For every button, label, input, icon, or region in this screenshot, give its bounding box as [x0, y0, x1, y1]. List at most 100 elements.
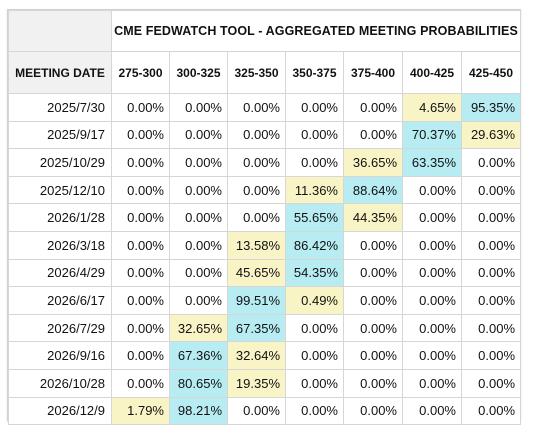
rate-range-header: 350-375 — [285, 51, 344, 94]
probability-cell: 0.49% — [285, 286, 344, 315]
probability-cell: 0.00% — [285, 396, 344, 426]
probability-cell: 0.00% — [460, 368, 522, 398]
probability-cell: 0.00% — [169, 175, 228, 205]
probability-cell: 0.00% — [285, 93, 344, 122]
probability-cell: 0.00% — [227, 396, 286, 426]
table-body: 2025/7/30 0.00% 0.00% 0.00% 0.00% 0.00% 4.65% 9… — [8, 93, 522, 426]
probability-cell: 0.00% — [460, 341, 522, 370]
meeting-date-cell: 2026/10/28 — [8, 368, 112, 398]
probability-cell: 0.00% — [111, 203, 170, 232]
probability-cell: 95.35% — [460, 93, 522, 122]
probability-cell: 0.00% — [343, 258, 403, 288]
probability-cell: 55.65% — [285, 203, 344, 232]
meeting-date-cell: 2026/6/17 — [8, 286, 112, 315]
probability-cell: 0.00% — [402, 230, 462, 260]
meeting-date-cell: 2026/12/9 — [8, 396, 112, 426]
probability-cell: 0.00% — [111, 258, 170, 288]
probability-cell: 0.00% — [343, 341, 403, 370]
probability-cell: 63.35% — [402, 148, 462, 177]
probability-cell: 98.21% — [169, 396, 228, 426]
table-corner — [8, 10, 112, 52]
meeting-date-cell: 2025/12/10 — [8, 175, 112, 205]
probability-cell: 0.00% — [227, 175, 286, 205]
probability-cell: 0.00% — [402, 175, 462, 205]
rate-range-header: 400-425 — [402, 51, 462, 94]
probability-cell: 0.00% — [227, 93, 286, 122]
table-row: 2026/3/18 0.00% 0.00% 13.58% 86.42% 0.00% 0.00… — [8, 230, 522, 260]
probability-cell: 0.00% — [460, 148, 522, 177]
probability-cell: 67.36% — [169, 341, 228, 370]
probability-cell: 99.51% — [227, 286, 286, 315]
table-row: 2026/1/28 0.00% 0.00% 0.00% 55.65% 44.35% 0.00… — [8, 203, 522, 232]
probability-cell: 0.00% — [402, 341, 462, 370]
probability-cell: 0.00% — [169, 148, 228, 177]
table-row: 2025/7/30 0.00% 0.00% 0.00% 0.00% 0.00% 4.65% 9… — [8, 93, 522, 122]
probability-cell: 0.00% — [285, 120, 344, 150]
fedwatch-table-panel: CME FEDWATCH TOOL - AGGREGATED MEETING P… — [7, 9, 522, 426]
meeting-date-cell: 2026/4/29 — [8, 258, 112, 288]
meeting-date-cell: 2025/7/30 — [8, 93, 112, 122]
table-title: CME FEDWATCH TOOL - AGGREGATED MEETING P… — [110, 10, 522, 52]
probability-cell: 0.00% — [169, 93, 228, 122]
rate-range-header: 300-325 — [169, 51, 228, 94]
probability-cell: 0.00% — [111, 120, 170, 150]
table-row: 2026/7/29 0.00% 32.65% 67.35% 0.00% 0.00% 0.00… — [8, 313, 522, 343]
probability-cell: 0.00% — [111, 341, 170, 370]
probability-cell: 0.00% — [460, 203, 522, 232]
table-row: 2026/4/29 0.00% 0.00% 45.65% 54.35% 0.00% 0.00… — [8, 258, 522, 288]
column-header-row: MEETING DATE 275-300 300-325 325-350 350-37… — [8, 51, 522, 94]
probability-cell: 0.00% — [169, 258, 228, 288]
probability-cell: 0.00% — [285, 341, 344, 370]
probability-table: CME FEDWATCH TOOL - AGGREGATED MEETING P… — [8, 10, 522, 426]
probability-cell: 32.64% — [227, 341, 286, 370]
table-row: 2026/12/9 1.79% 98.21% 0.00% 0.00% 0.00% 0.00%… — [8, 396, 522, 426]
probability-cell: 0.00% — [227, 148, 286, 177]
probability-cell: 0.00% — [285, 313, 344, 343]
probability-cell: 0.00% — [343, 230, 403, 260]
probability-cell: 54.35% — [285, 258, 344, 288]
rate-range-header: 425-450 — [460, 51, 522, 94]
meeting-date-cell: 2026/3/18 — [8, 230, 112, 260]
probability-cell: 0.00% — [343, 120, 403, 150]
probability-cell: 13.58% — [227, 230, 286, 260]
table-row: 2025/12/10 0.00% 0.00% 0.00% 11.36% 88.64% 0.0… — [8, 175, 522, 205]
probability-cell: 0.00% — [169, 286, 228, 315]
probability-cell: 36.65% — [343, 148, 403, 177]
probability-cell: 4.65% — [402, 93, 462, 122]
probability-cell: 80.65% — [169, 368, 228, 398]
probability-cell: 0.00% — [460, 230, 522, 260]
probability-cell: 0.00% — [460, 258, 522, 288]
probability-cell: 0.00% — [343, 313, 403, 343]
rate-range-header: 375-400 — [343, 51, 403, 94]
probability-cell: 32.65% — [169, 313, 228, 343]
probability-cell: 0.00% — [111, 230, 170, 260]
probability-cell: 0.00% — [343, 93, 403, 122]
meeting-date-cell: 2025/9/17 — [8, 120, 112, 150]
meeting-date-cell: 2026/1/28 — [8, 203, 112, 232]
meeting-date-cell: 2025/10/29 — [8, 148, 112, 177]
rate-range-header: 275-300 — [111, 51, 170, 94]
meeting-date-cell: 2026/9/16 — [8, 341, 112, 370]
probability-cell: 0.00% — [285, 148, 344, 177]
probability-cell: 0.00% — [169, 230, 228, 260]
probability-cell: 0.00% — [111, 175, 170, 205]
table-row: 2025/10/29 0.00% 0.00% 0.00% 0.00% 36.65% 63.3… — [8, 148, 522, 177]
table-row: 2026/9/16 0.00% 67.36% 32.64% 0.00% 0.00% 0.00… — [8, 341, 522, 370]
probability-cell: 0.00% — [402, 286, 462, 315]
probability-cell: 29.63% — [460, 120, 522, 150]
probability-cell: 0.00% — [111, 286, 170, 315]
probability-cell: 0.00% — [169, 120, 228, 150]
probability-cell: 0.00% — [343, 368, 403, 398]
probability-cell: 70.37% — [402, 120, 462, 150]
probability-cell: 0.00% — [460, 175, 522, 205]
probability-cell: 88.64% — [343, 175, 403, 205]
probability-cell: 0.00% — [111, 368, 170, 398]
table-row: 2025/9/17 0.00% 0.00% 0.00% 0.00% 0.00% 70.37%… — [8, 120, 522, 150]
table-row: 2026/6/17 0.00% 0.00% 99.51% 0.49% 0.00% 0.00%… — [8, 286, 522, 315]
rate-range-header: 325-350 — [227, 51, 286, 94]
probability-cell: 0.00% — [285, 368, 344, 398]
probability-cell: 45.65% — [227, 258, 286, 288]
probability-cell: 11.36% — [285, 175, 344, 205]
probability-cell: 0.00% — [227, 203, 286, 232]
probability-cell: 0.00% — [460, 286, 522, 315]
